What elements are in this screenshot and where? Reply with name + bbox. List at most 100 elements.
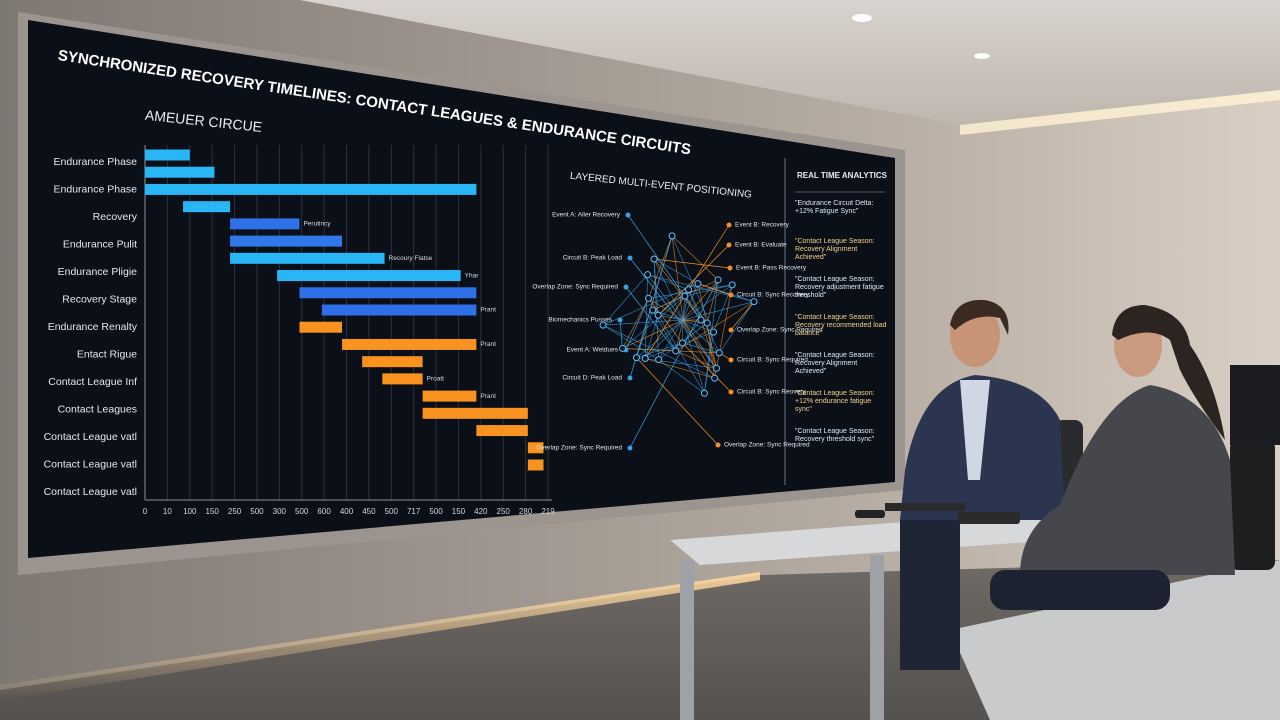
row-label: Contact Leagues — [58, 403, 137, 415]
analytics-title: REAL TIME ANALYTICS — [797, 171, 888, 180]
node-label: Overlap Zone: Sync Required — [532, 284, 618, 291]
network-edge — [619, 319, 623, 349]
network-edge — [627, 214, 702, 321]
network-edge — [636, 357, 717, 369]
x-tick-label: 0 — [143, 507, 148, 516]
analytics-item: "Contact League Season: Recovery Alignme… — [795, 352, 875, 375]
node-label: Overlap Zone: Sync Required — [737, 327, 823, 334]
x-tick-label: 500 — [429, 507, 443, 516]
network-edge — [658, 359, 705, 394]
analytics-item: "Contact League Season: +12% endurance f… — [795, 390, 875, 413]
network-node — [726, 242, 732, 248]
x-tick-label: 500 — [295, 507, 309, 516]
bar-label: Prant — [480, 307, 496, 314]
network-node — [715, 442, 721, 448]
network-node — [641, 355, 649, 363]
x-tick-label: 10 — [163, 507, 172, 516]
gantt-bar — [145, 166, 215, 178]
network-node — [627, 255, 633, 261]
gantt-bar — [321, 304, 477, 316]
network-edge — [653, 258, 659, 360]
network-node — [750, 298, 758, 306]
x-tick-label: 450 — [362, 507, 376, 516]
analytics-item-box: "Contact League Season: Recovery recomme… — [795, 314, 886, 337]
network-edge — [718, 301, 755, 354]
ceiling-light — [974, 53, 990, 59]
network-edge — [713, 284, 733, 333]
x-tick-label: 500 — [250, 507, 264, 516]
network-edge — [653, 258, 731, 269]
node-label: Event A: Aller Recovery — [552, 212, 621, 219]
x-tick-label: 500 — [385, 507, 399, 516]
row-label: Recovery Stage — [62, 293, 137, 305]
network-edge — [714, 284, 733, 379]
row-label: Entact Rigue — [77, 348, 137, 360]
network-node — [713, 364, 721, 372]
node-label: Circuit B: Sync Required — [737, 357, 808, 364]
network-edge — [644, 274, 648, 359]
row-label: Contact League Inf — [48, 376, 137, 388]
x-tick-label: 300 — [273, 507, 287, 516]
row-label: Endurance Pligie — [58, 266, 138, 278]
network-node — [728, 357, 734, 363]
network-edge — [629, 279, 719, 449]
gantt-bar — [299, 321, 343, 333]
network-node — [700, 389, 708, 397]
bar-label: Prant — [480, 341, 496, 348]
network-node — [632, 354, 640, 362]
x-tick-label: 420 — [474, 507, 488, 516]
analytics-item-box: "Contact League Season: Recovery Alignme… — [795, 352, 875, 375]
node-label: Event B: Evaluate — [735, 242, 787, 249]
gantt-bar — [145, 149, 190, 161]
x-tick-label: 150 — [205, 507, 219, 516]
network-edge — [697, 283, 732, 296]
ceiling-light — [852, 14, 872, 22]
network-edge — [682, 319, 684, 343]
network-edge — [647, 274, 684, 321]
node-label: Event B: Recovery — [735, 222, 790, 229]
network-edge — [682, 319, 717, 369]
network-node — [599, 321, 607, 329]
network-edge — [682, 283, 699, 321]
network-node — [618, 344, 626, 352]
network-node — [727, 265, 733, 271]
node-label: Circuit B: Sync Reovery — [737, 389, 806, 396]
analytics-item: "Contact League Season: Recovery adjustm… — [795, 276, 884, 299]
bar-label: Perutincy — [303, 221, 331, 228]
x-tick-label: 600 — [317, 507, 331, 516]
row-label: Contact League vatl — [44, 458, 137, 470]
network-node — [649, 306, 657, 314]
network-node — [710, 328, 718, 336]
row-label: Contact League vatl — [44, 486, 137, 498]
network-edge — [602, 324, 715, 379]
network-edge — [602, 274, 648, 326]
gantt-bar — [476, 425, 528, 437]
network-node — [703, 319, 711, 327]
network-edge — [625, 286, 676, 352]
network-edge — [682, 301, 755, 321]
node-label: Circuit D: Peak Load — [562, 375, 622, 382]
gantt-bar — [342, 338, 477, 350]
x-tick-label: 717 — [407, 507, 421, 516]
row-label: Recovery — [93, 211, 138, 223]
network-edge — [603, 319, 684, 326]
network-node — [715, 349, 723, 357]
row-label: Contact League vatl — [44, 431, 137, 443]
network-edge — [730, 301, 755, 331]
network-node — [617, 317, 623, 323]
gantt-bar — [183, 201, 231, 213]
row-label: Endurance Phase — [54, 156, 138, 168]
network-node — [697, 316, 705, 324]
node-label: Event A: Wetdues — [566, 347, 618, 354]
gantt-bar — [230, 252, 385, 264]
analytics-item: "Endurance Circuit Delta: +12% Fatigue S… — [795, 200, 874, 215]
gantt-bar — [362, 356, 423, 368]
bar-label: Proatt — [427, 376, 445, 383]
network-node — [694, 280, 702, 288]
x-tick-label: 250 — [497, 507, 511, 516]
network-node — [672, 347, 680, 355]
network-edge — [645, 331, 714, 359]
network-node — [726, 222, 732, 228]
network-edge — [675, 350, 717, 369]
